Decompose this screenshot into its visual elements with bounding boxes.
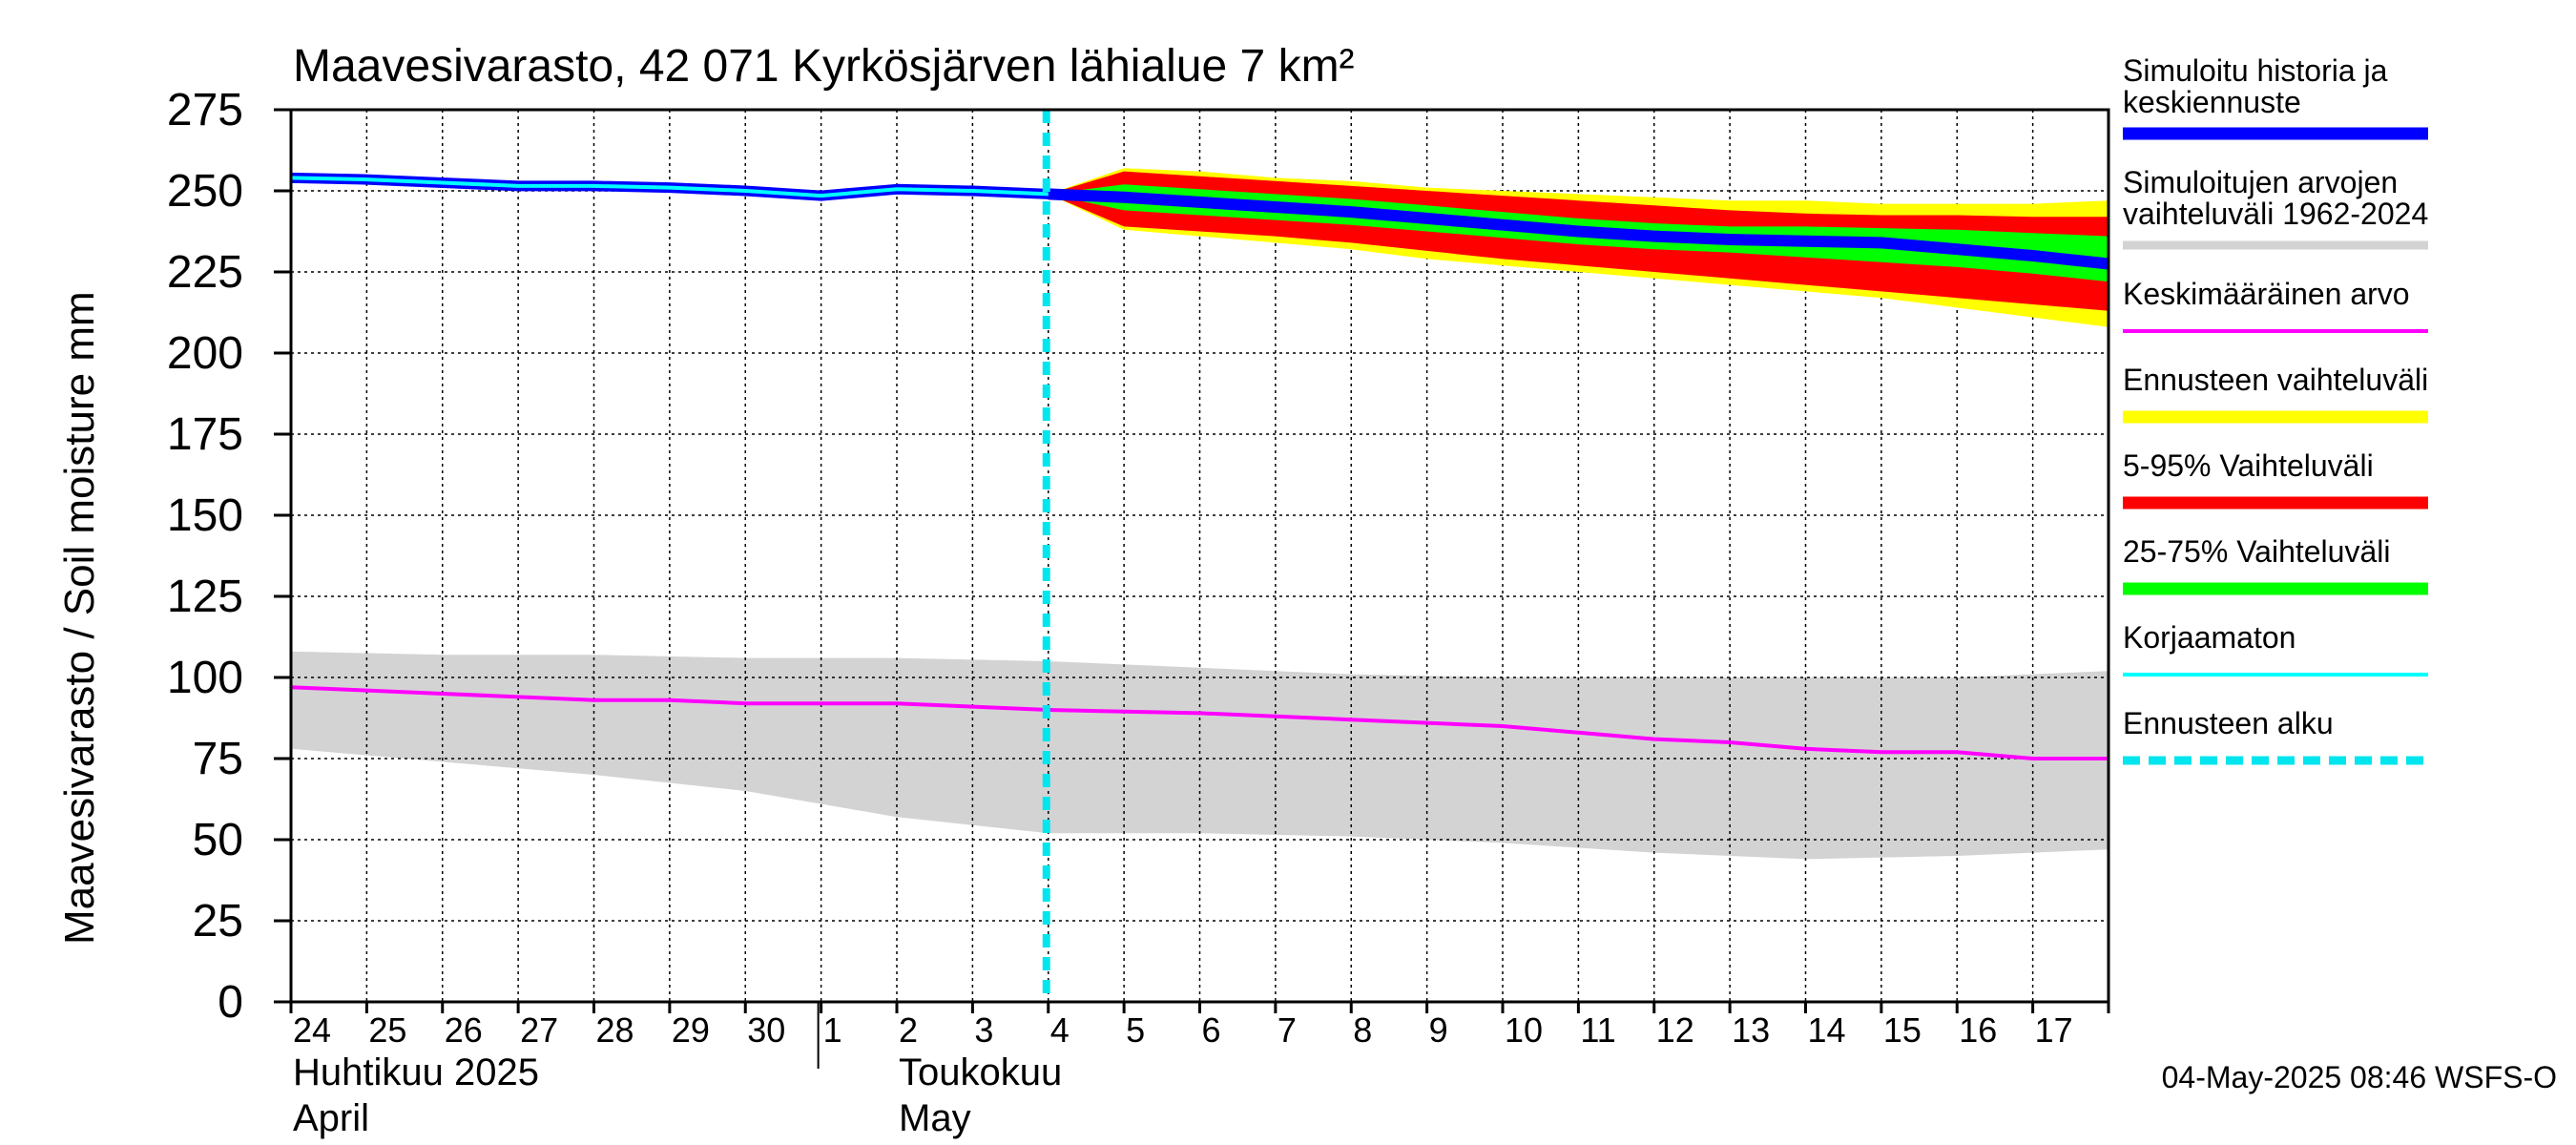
x-tick-label: 25 (368, 1010, 406, 1050)
x-tick-label: 4 (1050, 1010, 1070, 1050)
x-tick-label: 24 (293, 1010, 331, 1050)
x-tick-label: 17 (2035, 1010, 2073, 1050)
x-tick-label: 9 (1429, 1010, 1448, 1050)
legend-label: vaihteluväli 1962-2024 (2123, 197, 2428, 231)
x-tick-label: 28 (596, 1010, 634, 1050)
mean-line (290, 685, 2109, 760)
legend-label: Simuloitu historia ja (2123, 53, 2388, 88)
footer-timestamp: 04-May-2025 08:46 WSFS-O (2162, 1060, 2557, 1094)
x-tick-label: 2 (899, 1010, 918, 1050)
y-tick-label: 50 (193, 815, 243, 865)
x-tick-label: 14 (1808, 1010, 1846, 1050)
x-tick-label: 30 (747, 1010, 785, 1050)
month-label-english: May (899, 1097, 971, 1139)
legend-label: 25-75% Vaihteluväli (2123, 534, 2390, 569)
x-tick-label: 13 (1732, 1010, 1770, 1050)
x-tick-label: 11 (1580, 1010, 1615, 1050)
x-tick-label: 29 (672, 1010, 710, 1050)
y-tick-label: 0 (218, 977, 243, 1028)
x-tick-label: 7 (1278, 1010, 1297, 1050)
x-tick-label: 12 (1656, 1010, 1694, 1050)
x-tick-label: 6 (1202, 1010, 1221, 1050)
y-tick-label: 250 (167, 166, 243, 217)
y-tick-label: 25 (193, 896, 243, 947)
y-axis-label: Maavesivarasto / Soil moisture mm (56, 291, 103, 945)
x-tick-label: 26 (445, 1010, 483, 1050)
x-tick-label: 3 (974, 1010, 993, 1050)
y-tick-label: 225 (167, 247, 243, 298)
month-label-english: April (293, 1097, 369, 1139)
x-tick-label: 15 (1883, 1010, 1922, 1050)
y-tick-label: 75 (193, 734, 243, 784)
y-tick-label: 200 (167, 328, 243, 379)
month-label: Toukokuu (899, 1051, 1062, 1093)
x-tick-label: 8 (1353, 1010, 1372, 1050)
x-tick-label: 16 (1959, 1010, 1997, 1050)
y-tick-label: 125 (167, 572, 243, 622)
y-tick-label: 275 (167, 85, 243, 135)
median-forecast-line (1048, 188, 2109, 270)
x-tick-label: 10 (1505, 1010, 1543, 1050)
x-tick-label: 5 (1126, 1010, 1145, 1050)
legend-label: Korjaamaton (2123, 620, 2296, 655)
x-tick-label: 27 (520, 1010, 558, 1050)
y-tick-label: 150 (167, 490, 243, 541)
y-tick-label: 175 (167, 409, 243, 460)
legend-label: Ennusteen vaihteluväli (2123, 363, 2428, 397)
month-label: Huhtikuu 2025 (293, 1051, 539, 1093)
legend-label: Keskimääräinen arvo (2123, 277, 2410, 311)
y-tick-label: 100 (167, 653, 243, 703)
x-tick-label: 1 (823, 1010, 842, 1050)
uncorrected-line (290, 176, 1049, 198)
legend-label: keskiennuste (2123, 85, 2301, 119)
chart-title: Maavesivarasto, 42 071 Kyrkösjärven lähi… (293, 41, 1355, 92)
history-range-band (291, 651, 2109, 860)
legend-label: 5-95% Vaihteluväli (2123, 448, 2374, 483)
legend-label: Simuloitujen arvojen (2123, 165, 2398, 199)
legend-label: Ennusteen alku (2123, 706, 2334, 740)
plot-area (290, 110, 2109, 1002)
